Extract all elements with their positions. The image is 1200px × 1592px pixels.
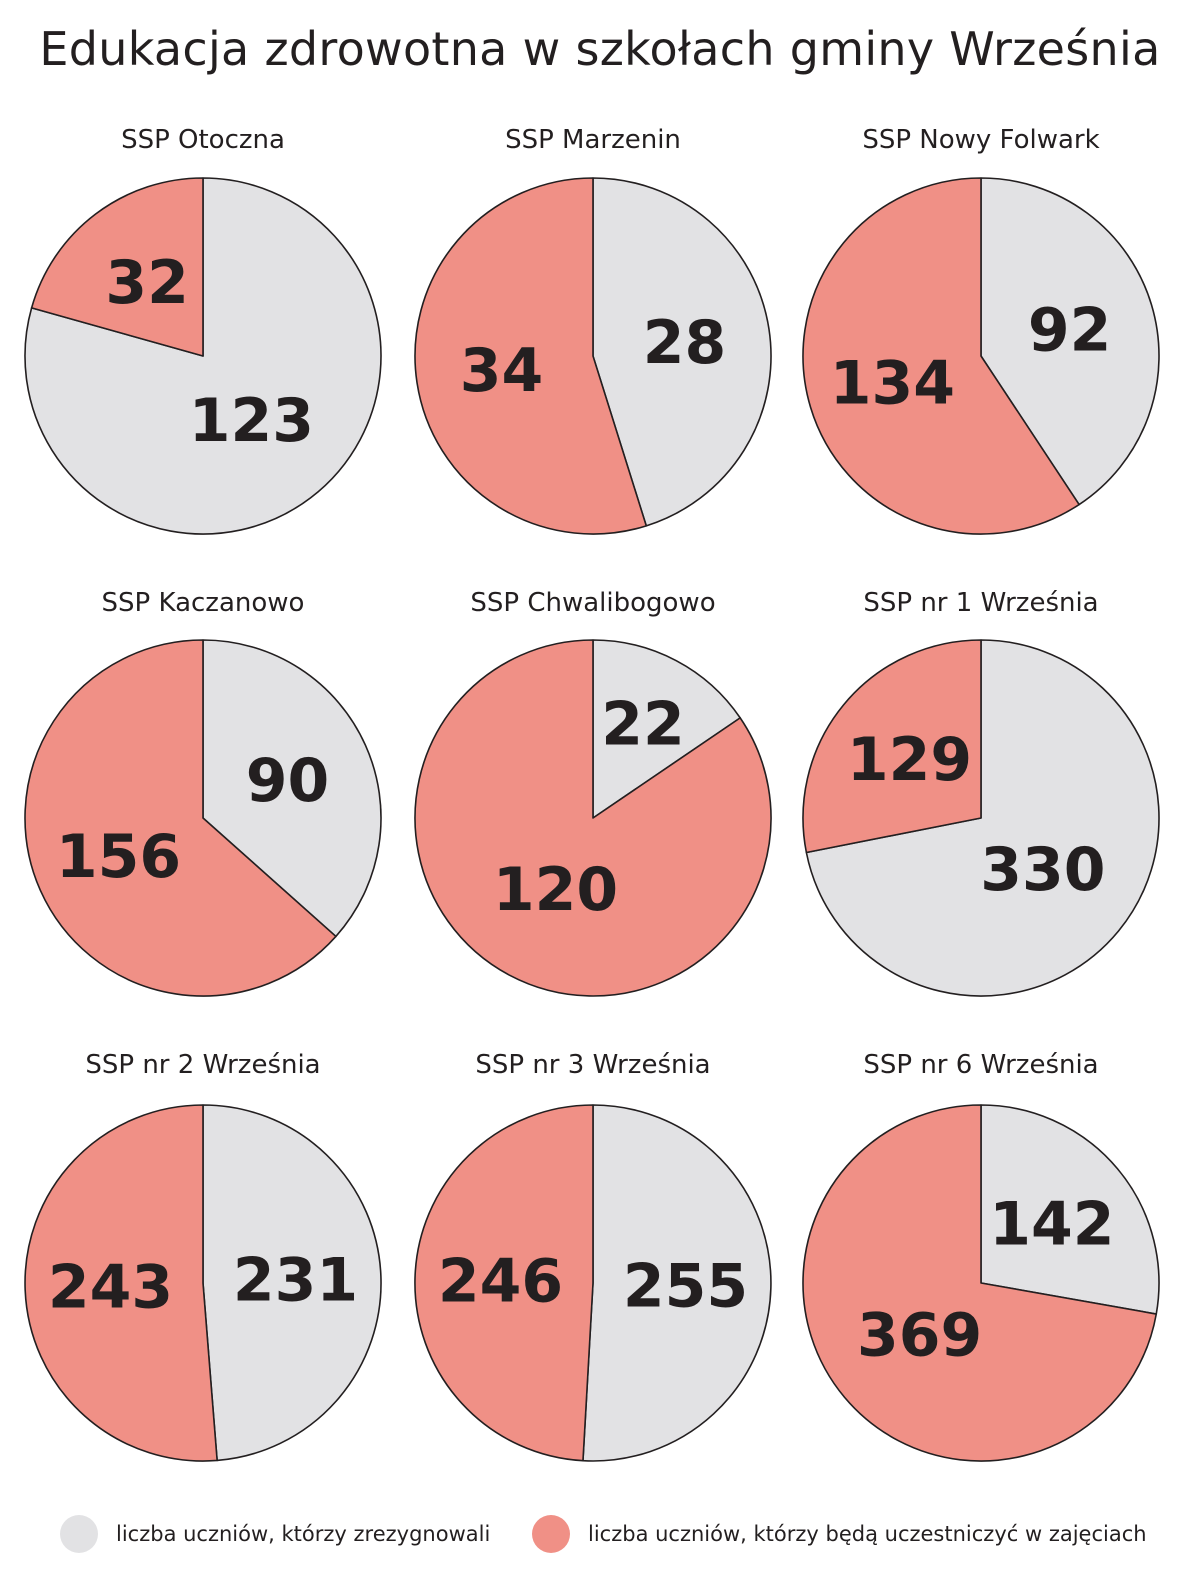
value-label-resigned-ssp-otoczna: 123 [189, 386, 314, 456]
value-label-participating-ssp-nr-1-wrzesnia: 129 [847, 725, 972, 795]
pie-chart-ssp-nowy-folwark: SSP Nowy Folwark 92 134 [802, 125, 1160, 535]
slice-resigned-ssp-nr-6-wrzesnia [980, 1104, 1160, 1315]
slice-participating-ssp-nr-2-wrzesnia [24, 1104, 218, 1462]
pie-title-ssp-chwalibogowo: SSP Chwalibogowo [470, 588, 715, 618]
slice-participating-ssp-kaczanowo [24, 639, 337, 997]
slice-resigned-ssp-marzenin [592, 177, 772, 527]
slice-participating-ssp-nr-1-wrzesnia [802, 639, 982, 854]
pie-title-ssp-nr-6-wrzesnia: SSP nr 6 Września [863, 1050, 1098, 1080]
pie-title-ssp-nr-1-wrzesnia: SSP nr 1 Września [863, 588, 1098, 618]
pie-title-ssp-marzenin: SSP Marzenin [505, 125, 681, 155]
value-label-resigned-ssp-chwalibogowo: 22 [601, 690, 685, 760]
slice-resigned-ssp-nr-3-wrzesnia [582, 1104, 772, 1462]
value-label-participating-ssp-nowy-folwark: 134 [830, 349, 955, 419]
value-label-resigned-ssp-nr-6-wrzesnia: 142 [989, 1190, 1114, 1260]
value-label-participating-ssp-otoczna: 32 [105, 248, 189, 318]
slice-participating-ssp-chwalibogowo [414, 639, 772, 997]
slice-resigned-ssp-nr-2-wrzesnia [202, 1104, 382, 1462]
legend: liczba uczniów, którzy zrezygnowali licz… [0, 1508, 1200, 1568]
value-label-resigned-ssp-nowy-folwark: 92 [1028, 295, 1112, 365]
value-label-participating-ssp-chwalibogowo: 120 [493, 855, 618, 925]
slice-participating-ssp-nr-3-wrzesnia [414, 1104, 594, 1462]
pie-title-ssp-otoczna: SSP Otoczna [121, 125, 285, 155]
value-label-resigned-ssp-nr-2-wrzesnia: 231 [233, 1245, 358, 1315]
pie-title-ssp-nr-2-wrzesnia: SSP nr 2 Września [85, 1050, 320, 1080]
pie-chart-ssp-nr-3-wrzesnia: SSP nr 3 Września 255 246 [414, 1050, 772, 1462]
value-label-participating-ssp-marzenin: 34 [460, 336, 544, 406]
slice-participating-ssp-nowy-folwark [802, 177, 1080, 535]
pie-title-ssp-kaczanowo: SSP Kaczanowo [102, 588, 305, 618]
legend-swatch-participating [532, 1515, 570, 1553]
value-label-resigned-ssp-nr-3-wrzesnia: 255 [623, 1252, 748, 1322]
value-label-resigned-ssp-marzenin: 28 [643, 308, 727, 378]
slice-resigned-ssp-chwalibogowo [592, 639, 741, 819]
slice-participating-ssp-otoczna [30, 177, 204, 357]
chart-title: Edukacja zdrowotna w szkołach gminy Wrze… [39, 22, 1161, 76]
legend-swatch-resigned [60, 1515, 98, 1553]
value-label-participating-ssp-nr-3-wrzesnia: 246 [438, 1246, 563, 1316]
pie-title-ssp-nowy-folwark: SSP Nowy Folwark [862, 125, 1099, 155]
value-label-resigned-ssp-nr-1-wrzesnia: 330 [980, 835, 1105, 905]
pie-chart-ssp-nr-2-wrzesnia: SSP nr 2 Września 231 243 [24, 1050, 382, 1462]
pie-chart-ssp-chwalibogowo: SSP Chwalibogowo 22 120 [414, 588, 772, 997]
value-label-participating-ssp-kaczanowo: 156 [56, 822, 181, 892]
pie-chart-ssp-kaczanowo: SSP Kaczanowo 90 156 [24, 588, 382, 997]
pie-title-ssp-nr-3-wrzesnia: SSP nr 3 Września [475, 1050, 710, 1080]
slice-resigned-ssp-kaczanowo [202, 639, 382, 938]
value-label-resigned-ssp-kaczanowo: 90 [246, 746, 330, 816]
slice-resigned-ssp-nr-1-wrzesnia [805, 639, 1160, 997]
slice-participating-ssp-marzenin [414, 177, 648, 535]
pie-chart-ssp-marzenin: SSP Marzenin 28 34 [414, 125, 772, 535]
legend-item-resigned: liczba uczniów, którzy zrezygnowali [60, 1508, 490, 1560]
slice-participating-ssp-nr-6-wrzesnia [802, 1104, 1158, 1462]
value-label-participating-ssp-nr-6-wrzesnia: 369 [857, 1301, 982, 1371]
value-label-participating-ssp-nr-2-wrzesnia: 243 [48, 1253, 173, 1323]
legend-label-resigned: liczba uczniów, którzy zrezygnowali [116, 1522, 491, 1546]
legend-item-participating: liczba uczniów, którzy będą uczestniczyć… [532, 1508, 1147, 1560]
legend-label-participating: liczba uczniów, którzy będą uczestniczyć… [588, 1522, 1147, 1546]
